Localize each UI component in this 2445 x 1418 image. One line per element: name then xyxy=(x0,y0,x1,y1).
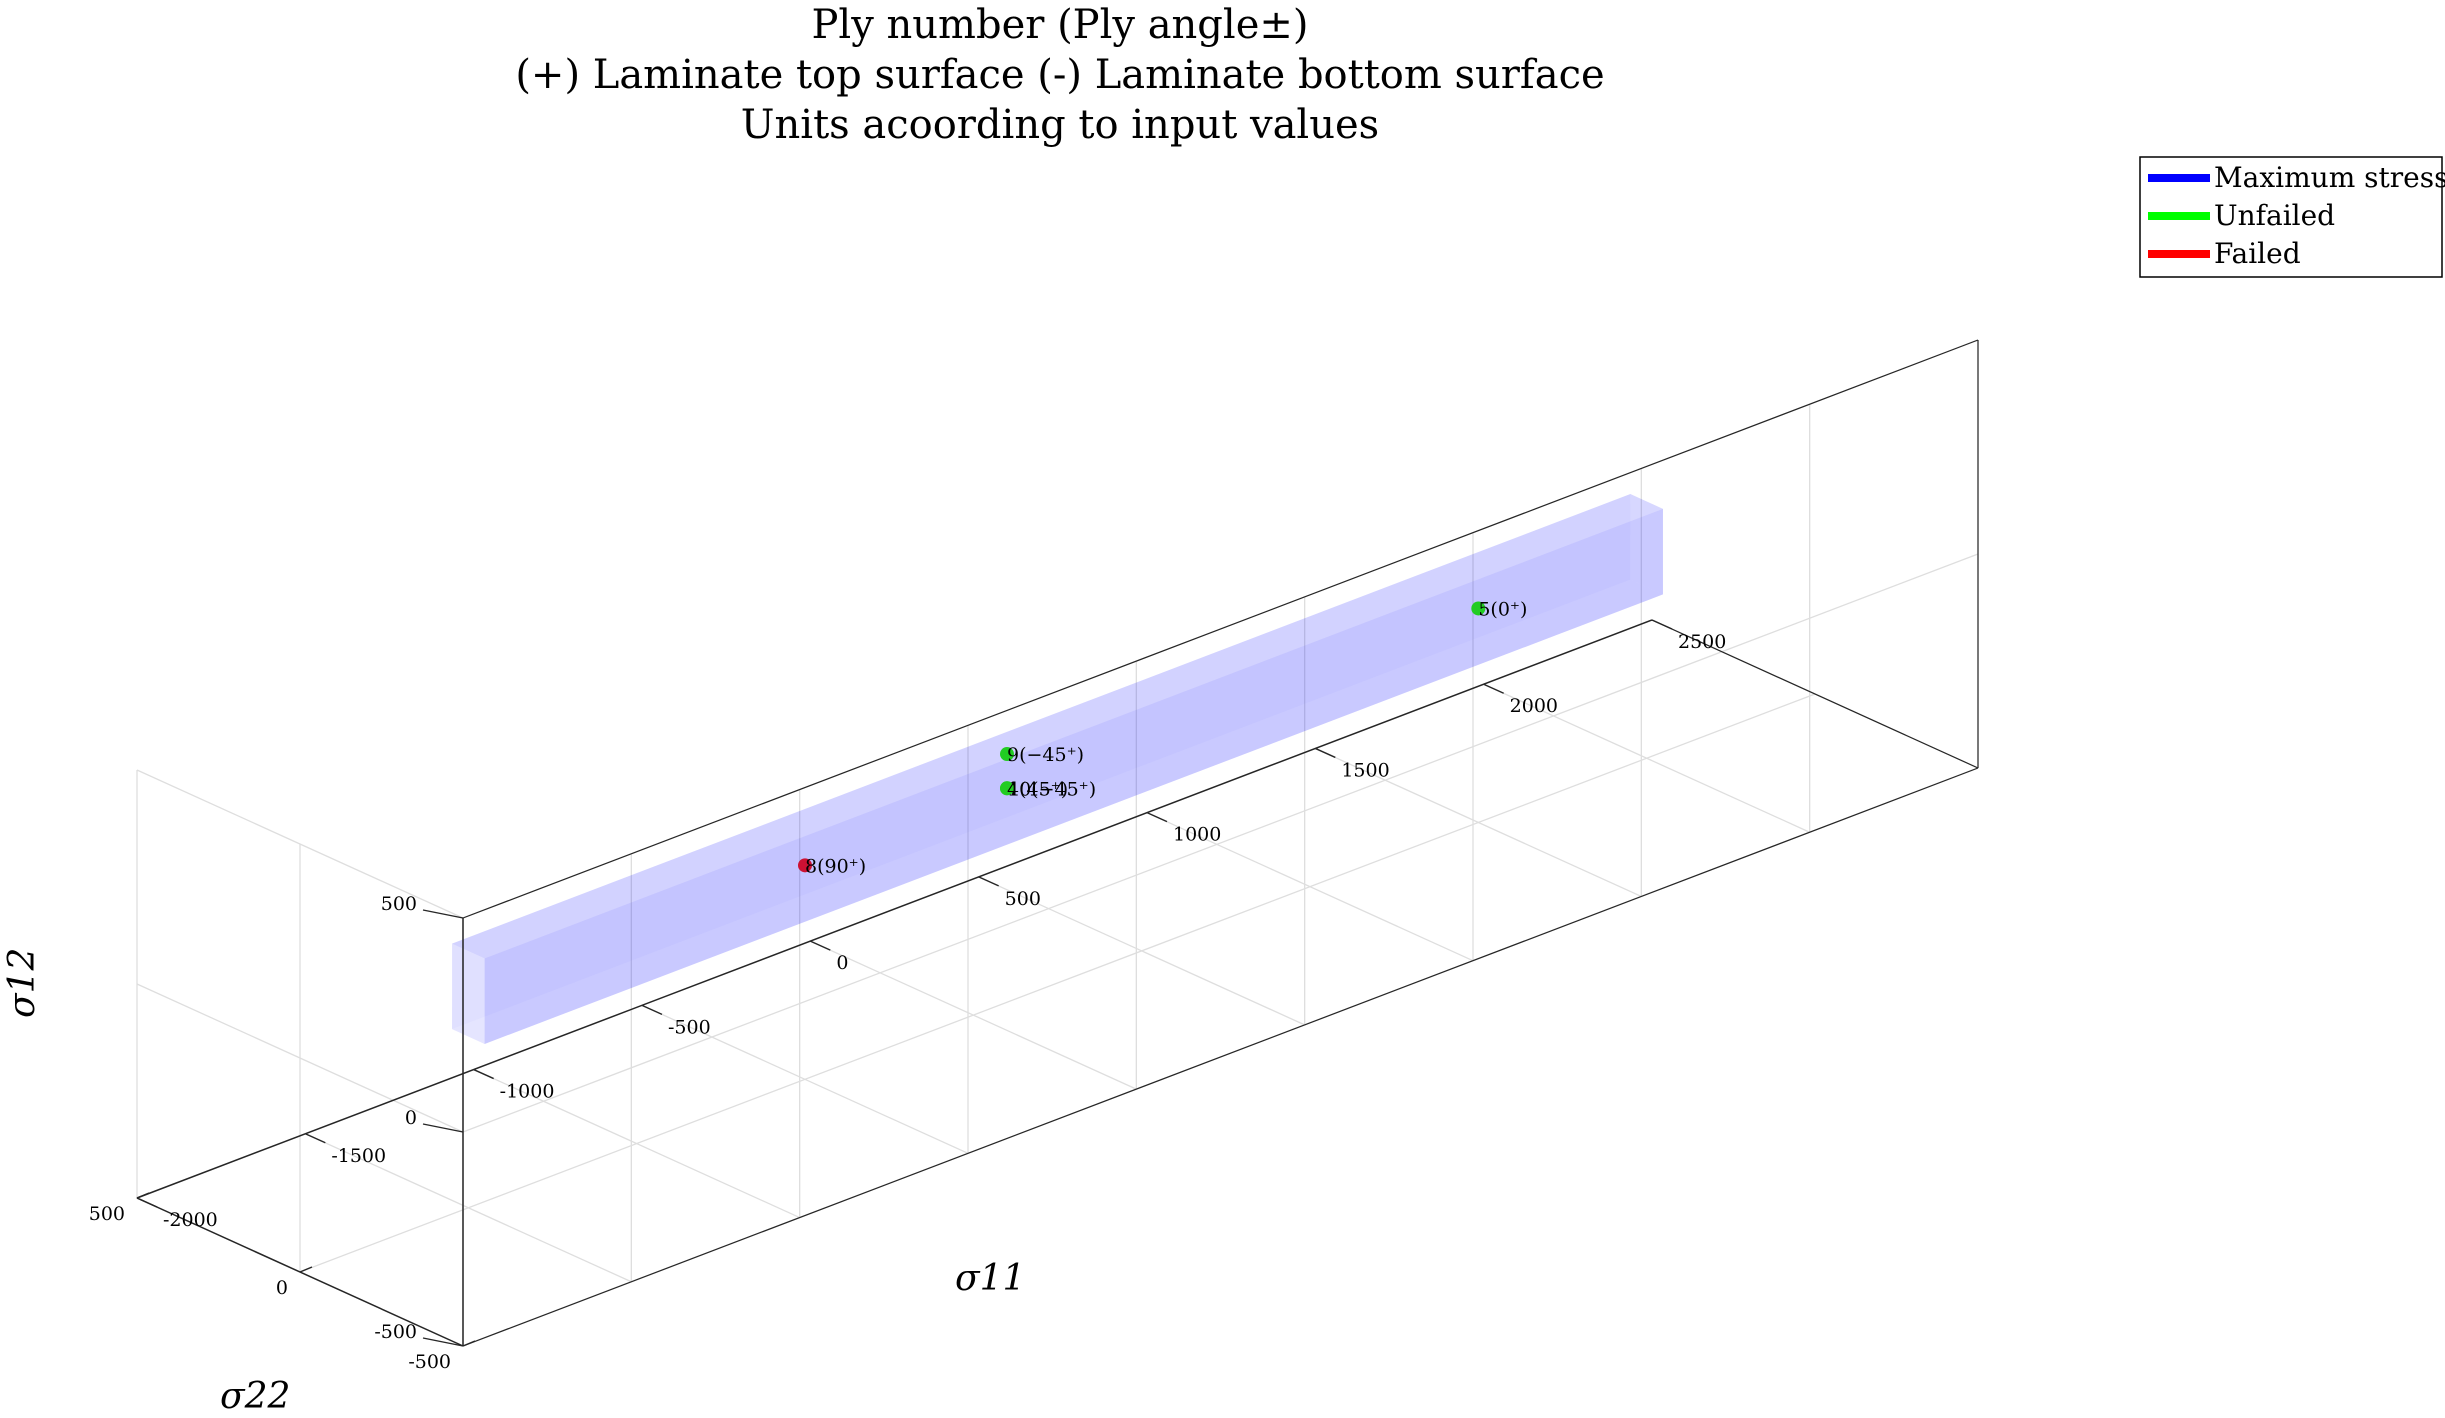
envelope-end-face xyxy=(1630,494,1663,595)
x-axis-label: σ11 xyxy=(955,1258,1025,1299)
x-tick-label: 1500 xyxy=(1341,759,1389,781)
title-line-2: (+) Laminate top surface (-) Laminate bo… xyxy=(515,52,1604,98)
grid-line-y-floor xyxy=(299,693,1816,1273)
y-tick-mark xyxy=(462,1340,476,1347)
data-point-marker xyxy=(1000,781,1014,796)
z-tick-mark xyxy=(422,909,464,919)
data-point-label: 10(−45⁺) xyxy=(1007,778,1096,800)
z-tick-label: -500 xyxy=(374,1321,417,1343)
data-point-label: 8(90⁺) xyxy=(805,855,866,877)
x-tick-mark xyxy=(810,940,831,951)
y-axis-label: σ22 xyxy=(220,1376,290,1417)
y-tick-mark xyxy=(299,1266,313,1273)
envelope-back-face xyxy=(484,508,1663,1044)
x-tick-mark xyxy=(1483,683,1504,694)
x-tick-label: -2000 xyxy=(163,1209,218,1231)
legend: Maximum stress Unfailed Failed xyxy=(2139,156,2445,278)
z-tick-mark xyxy=(422,1337,464,1347)
y-tick-label: 500 xyxy=(89,1203,125,1225)
y-tick-mark xyxy=(136,1192,150,1199)
data-point-label: 5(0⁺) xyxy=(1478,598,1527,620)
legend-entry-unfailed: Unfailed xyxy=(2214,199,2335,232)
grid-lines xyxy=(136,339,1979,1347)
z-tick-label: 500 xyxy=(381,893,417,915)
box-edge xyxy=(462,767,1979,1347)
y-tick-label: 0 xyxy=(276,1277,288,1299)
data-point-marker xyxy=(1000,747,1014,762)
box-edge xyxy=(462,339,1979,919)
grid-line-z-back xyxy=(462,553,1979,1133)
failure-envelope xyxy=(452,494,1663,1044)
x-tick-mark xyxy=(641,1004,663,1015)
z-axis-label: σ12 xyxy=(2,948,43,1018)
box-edge xyxy=(1651,619,1979,769)
data-point-marker xyxy=(1471,601,1486,616)
x-tick-mark xyxy=(473,1068,494,1080)
y-axis-label-text: σ22 xyxy=(220,1376,290,1417)
x-tick-label: -1000 xyxy=(500,1081,555,1103)
x-tick-mark xyxy=(978,876,999,887)
title-line-3: Units acoording to input values xyxy=(741,102,1379,148)
x-tick-mark xyxy=(1146,812,1168,823)
z-tick-label: 0 xyxy=(405,1107,417,1129)
x-tick-mark xyxy=(305,1133,326,1144)
x-tick-label: 2500 xyxy=(1678,631,1726,653)
x-tick-mark xyxy=(136,1197,158,1208)
z-axis-label-text: σ12 xyxy=(2,948,43,1018)
x-tick-mark xyxy=(1315,747,1336,759)
x-tick-label: 2000 xyxy=(1510,695,1558,717)
data-points: 5(0⁺) 9(−45⁺) 10(−45⁺)4(45⁺) 8(90⁺) xyxy=(798,598,1527,877)
grid-line-z-side xyxy=(136,769,464,919)
x-tick-mark xyxy=(1651,619,1673,630)
data-point-label: 4(45⁺) xyxy=(1007,778,1068,800)
x-tick-label: -1500 xyxy=(331,1145,386,1167)
envelope-top-face xyxy=(452,494,1663,959)
title-line-1: Ply number (Ply angle±) xyxy=(811,2,1308,48)
grid-line-z-side xyxy=(136,983,464,1133)
y-tick-label: -500 xyxy=(408,1351,451,1373)
envelope-front-face xyxy=(452,494,1631,1030)
axes-box xyxy=(136,339,1979,1347)
x-axis-label-text: σ11 xyxy=(955,1258,1025,1299)
envelope-bottom-face xyxy=(452,579,1663,1044)
x-axis-line xyxy=(136,619,1653,1199)
axis-ticks: -2000 -1500 -1000 -500 0 500 1000 1500 2000 2500 -… xyxy=(89,619,1726,1373)
x-tick-label: 0 xyxy=(836,952,848,974)
x-tick-label: -500 xyxy=(668,1016,711,1038)
chart-title: Ply number (Ply angle±) (+) Laminate top… xyxy=(515,2,1604,148)
z-tick-mark xyxy=(422,1123,464,1133)
x-tick-label: 500 xyxy=(1005,888,1041,910)
data-point-marker xyxy=(798,858,812,873)
legend-entry-failed: Failed xyxy=(2214,237,2301,270)
legend-entry-maximum-stress: Maximum stress xyxy=(2214,161,2445,194)
x-tick-label: 1000 xyxy=(1173,824,1221,846)
data-point-label: 9(−45⁺) xyxy=(1007,744,1084,766)
